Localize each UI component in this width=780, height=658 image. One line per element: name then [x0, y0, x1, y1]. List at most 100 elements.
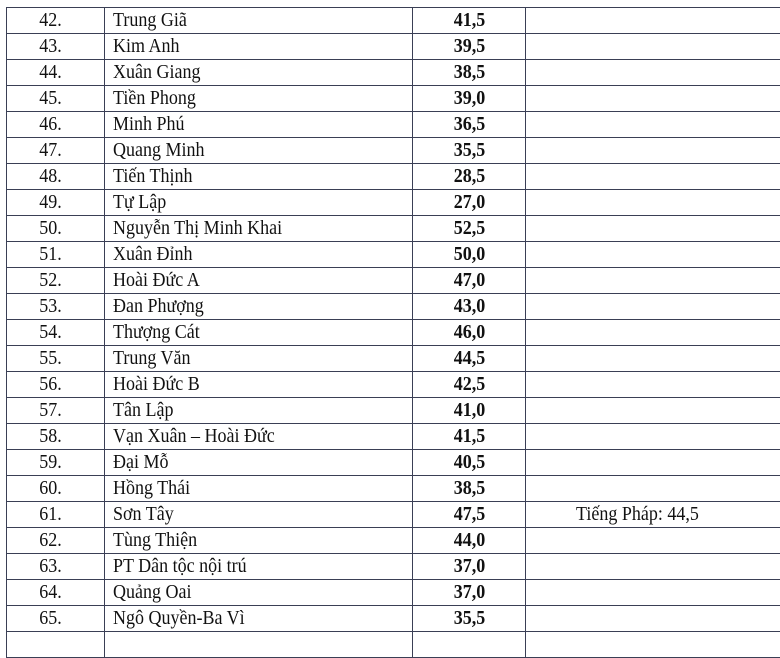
cutoff-score-cell: 40,5 [413, 450, 526, 476]
school-name-cell: Đại Mỗ [105, 450, 413, 476]
cutoff-score-cell: 37,0 [413, 580, 526, 606]
cutoff-score: 35,5 [453, 138, 485, 163]
cutoff-score: 50,0 [453, 242, 485, 267]
note-cell: Tiếng Pháp: 44,5 [526, 502, 780, 528]
cutoff-score-cell: 41,5 [413, 424, 526, 450]
school-name-cell: Nguyễn Thị Minh Khai [105, 216, 413, 242]
row-number-cell: 47. [7, 138, 105, 164]
school-name-cell: Minh Phú [105, 112, 413, 138]
school-name-cell: Tiến Thịnh [105, 164, 413, 190]
school-name: Quảng Oai [113, 580, 191, 605]
note-cell [526, 138, 780, 164]
row-number-cell: 43. [7, 34, 105, 60]
school-name: Tân Lập [113, 398, 173, 423]
cutoff-score: 36,5 [453, 112, 485, 137]
school-name-cell: Trung Văn [105, 346, 413, 372]
cutoff-score: 41,5 [453, 424, 485, 449]
school-name: Đại Mỗ [113, 450, 169, 475]
row-number-cell: 53. [7, 294, 105, 320]
table-row: 64. Quảng Oai 37,0 [7, 580, 780, 606]
cutoff-score: 39,5 [453, 34, 485, 59]
school-name-cell: Tân Lập [105, 398, 413, 424]
row-number-cell: 46. [7, 112, 105, 138]
school-name-cell: Hoài Đức A [105, 268, 413, 294]
school-name: Thượng Cát [113, 320, 200, 345]
row-number: 64. [39, 580, 62, 605]
cutoff-score-cell: 28,5 [413, 164, 526, 190]
school-name-cell: Hồng Thái [105, 476, 413, 502]
row-number-cell: 54. [7, 320, 105, 346]
cutoff-score-cell: 38,5 [413, 476, 526, 502]
school-name: Nguyễn Thị Minh Khai [113, 216, 282, 241]
note-cell [526, 424, 780, 450]
row-number-cell: 48. [7, 164, 105, 190]
row-number-cell: 64. [7, 580, 105, 606]
cutoff-score-cell: 41,5 [413, 8, 526, 34]
row-number: 49. [39, 190, 62, 215]
cutoff-score-cell: 37,0 [413, 554, 526, 580]
cutoff-score: 37,0 [453, 580, 485, 605]
cutoff-score: 42,5 [453, 372, 485, 397]
table-row: 48. Tiến Thịnh 28,5 [7, 164, 780, 190]
table-row: 60. Hồng Thái 38,5 [7, 476, 780, 502]
row-number-cell: 44. [7, 60, 105, 86]
row-number-cell: 60. [7, 476, 105, 502]
cutoff-score-cell: 35,5 [413, 606, 526, 632]
row-number: 63. [39, 554, 62, 579]
school-name: Hồng Thái [113, 476, 190, 501]
note-cell [526, 294, 780, 320]
row-number: 42. [39, 8, 62, 33]
school-name-cell: Quảng Oai [105, 580, 413, 606]
empty-cell [413, 632, 526, 658]
note-cell [526, 242, 780, 268]
empty-cell [7, 632, 105, 658]
cutoff-score-cell: 41,0 [413, 398, 526, 424]
row-number: 56. [39, 372, 62, 397]
cutoff-score-cell: 46,0 [413, 320, 526, 346]
school-name: PT Dân tộc nội trú [113, 554, 247, 579]
row-number-cell: 56. [7, 372, 105, 398]
empty-cell [526, 632, 780, 658]
school-name-cell: Xuân Giang [105, 60, 413, 86]
school-name-cell: PT Dân tộc nội trú [105, 554, 413, 580]
cutoff-score-cell: 39,5 [413, 34, 526, 60]
cutoff-score-cell: 52,5 [413, 216, 526, 242]
table-row: 46. Minh Phú 36,5 [7, 112, 780, 138]
cutoff-score-cell: 47,0 [413, 268, 526, 294]
table-row: 54. Thượng Cát 46,0 [7, 320, 780, 346]
note-cell [526, 606, 780, 632]
row-number: 59. [39, 450, 62, 475]
cutoff-score: 38,5 [453, 476, 485, 501]
school-name-cell: Xuân Đỉnh [105, 242, 413, 268]
school-name: Đan Phượng [113, 294, 204, 319]
note-cell [526, 112, 780, 138]
note: Tiếng Pháp: 44,5 [576, 502, 699, 527]
note-cell [526, 60, 780, 86]
row-number-cell: 42. [7, 8, 105, 34]
row-number-cell: 49. [7, 190, 105, 216]
table-row: 63. PT Dân tộc nội trú 37,0 [7, 554, 780, 580]
cutoff-score: 47,5 [453, 502, 485, 527]
school-name-cell: Tiền Phong [105, 86, 413, 112]
row-number: 54. [39, 320, 62, 345]
note-cell [526, 372, 780, 398]
note-cell [526, 190, 780, 216]
school-name: Minh Phú [113, 112, 185, 137]
school-name: Tiến Thịnh [113, 164, 193, 189]
school-name: Vạn Xuân – Hoài Đức [113, 424, 275, 449]
row-number-cell: 65. [7, 606, 105, 632]
row-number: 52. [39, 268, 62, 293]
note-cell [526, 320, 780, 346]
cutoff-score: 52,5 [453, 216, 485, 241]
